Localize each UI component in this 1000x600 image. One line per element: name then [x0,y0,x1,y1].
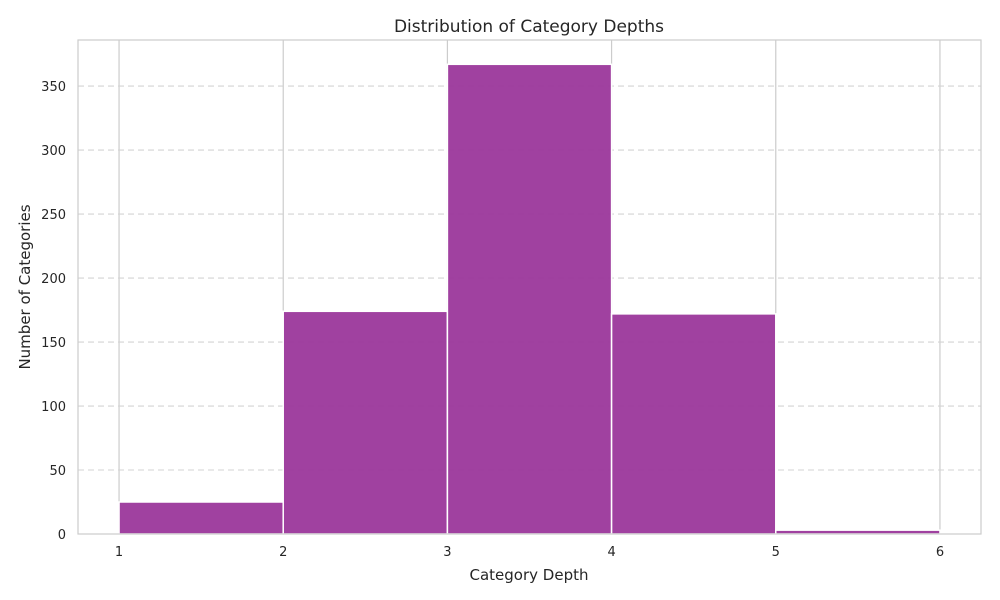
histogram-bar [446,63,613,535]
y-tick-label: 300 [41,144,66,159]
y-tick-label: 100 [41,400,66,415]
x-tick-label: 6 [936,545,944,560]
y-tick-label: 350 [41,80,66,95]
x-tick-labels: 1 2 3 4 5 6 [115,545,944,560]
x-axis-label: Category Depth [470,566,589,584]
histogram-bar [610,313,777,535]
y-tick-label: 0 [58,528,66,543]
y-tick-label: 150 [41,336,66,351]
y-tick-label: 250 [41,208,66,223]
y-axis-label: Number of Categories [16,204,34,369]
plot-frame [77,39,982,535]
x-tick-label: 2 [279,545,287,560]
x-tick-label: 1 [115,545,123,560]
bars-layer [118,63,941,535]
histogram-bar [282,310,449,535]
x-tick-label: 4 [607,545,615,560]
x-tick-label: 3 [443,545,451,560]
y-tick-label: 200 [41,272,66,287]
y-tick-label: 50 [49,464,66,479]
y-tick-labels: 0 50 100 150 200 250 300 350 [41,80,66,543]
chart-title: Distribution of Category Depths [394,17,664,37]
x-tick-label: 5 [772,545,780,560]
histogram-bar [118,501,284,535]
